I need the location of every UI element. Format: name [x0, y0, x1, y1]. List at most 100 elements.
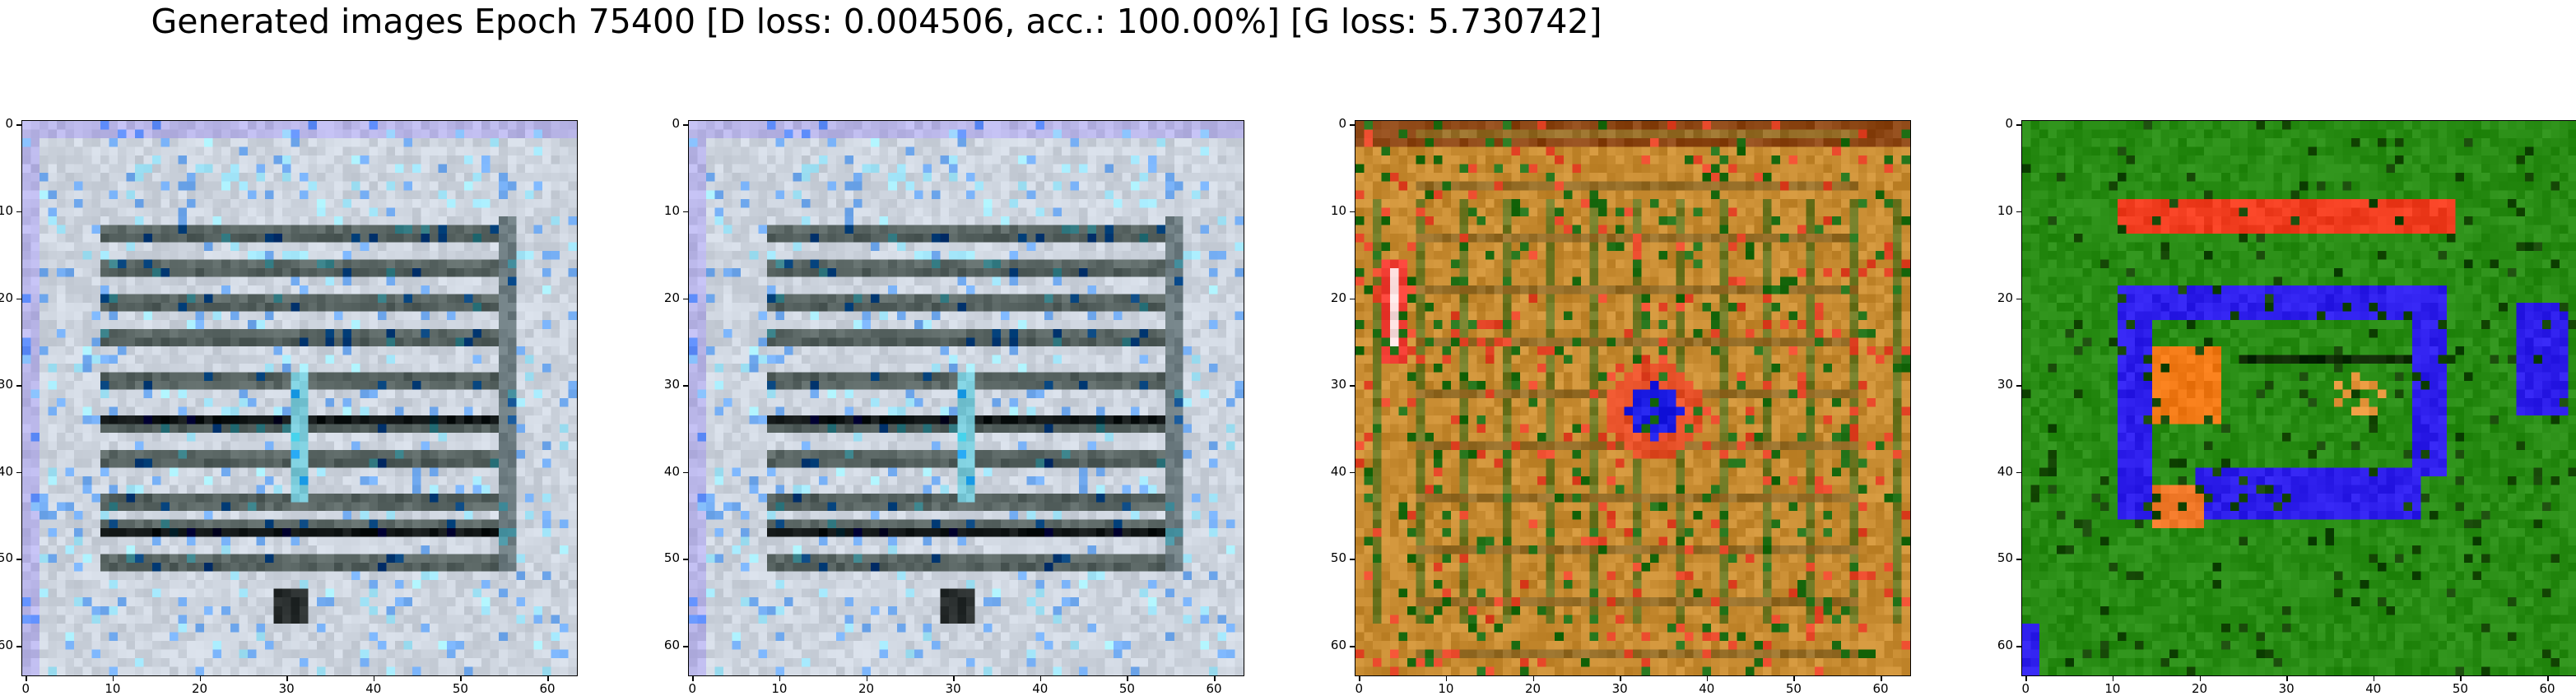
generated-image-3 [1355, 120, 1911, 676]
y-tick-mark [2016, 646, 2021, 647]
y-tick-mark [1350, 471, 1355, 474]
y-tick-mark [16, 646, 21, 647]
x-tick-mark [692, 676, 694, 681]
x-tick-mark [1706, 676, 1709, 681]
x-tick-label: 20 [2191, 681, 2208, 696]
x-tick-label: 60 [2539, 681, 2555, 696]
x-tick-mark [1793, 676, 1795, 681]
x-tick-label: 60 [1872, 681, 1889, 696]
y-tick-mark [1350, 646, 1355, 647]
y-tick-label: 60 [1330, 638, 1346, 653]
x-tick-label: 60 [539, 681, 556, 696]
y-tick-mark [683, 298, 688, 300]
x-tick-mark [112, 676, 114, 681]
y-tick-mark [683, 471, 688, 474]
y-tick-mark [2016, 211, 2021, 213]
y-tick-mark [16, 471, 21, 474]
y-tick-label: 50 [663, 550, 680, 566]
y-tick-mark [683, 124, 688, 126]
x-tick-label: 40 [1032, 681, 1049, 696]
y-tick-label: 50 [1330, 550, 1346, 566]
x-tick-label: 0 [688, 681, 697, 696]
x-tick-mark [373, 676, 375, 681]
x-tick-label: 20 [1524, 681, 1541, 696]
y-tick-mark [683, 385, 688, 387]
x-tick-label: 0 [2021, 681, 2030, 696]
x-tick-mark [26, 676, 27, 681]
x-tick-label: 50 [1785, 681, 1802, 696]
y-tick-label: 0 [1338, 116, 1346, 132]
x-tick-mark [199, 676, 202, 681]
y-tick-label: 20 [0, 290, 13, 305]
x-tick-label: 20 [858, 681, 875, 696]
y-tick-mark [2016, 298, 2021, 300]
generated-image-2 [688, 120, 1244, 676]
x-tick-label: 30 [278, 681, 295, 696]
y-tick-mark [2016, 471, 2021, 474]
x-tick-label: 10 [1438, 681, 1454, 696]
y-tick-label: 20 [1330, 290, 1346, 305]
x-tick-label: 50 [452, 681, 468, 696]
y-tick-mark [1350, 298, 1355, 300]
y-tick-mark [1350, 559, 1355, 560]
x-tick-mark [460, 676, 462, 681]
x-tick-mark [2199, 676, 2202, 681]
y-tick-mark [683, 559, 688, 560]
y-tick-label: 40 [1330, 463, 1346, 479]
x-tick-mark [2025, 676, 2027, 681]
x-tick-mark [1620, 676, 1621, 681]
figure-title: Generated images Epoch 75400 [D loss: 0.… [151, 2, 1602, 41]
y-tick-mark [16, 559, 21, 560]
y-tick-mark [1350, 385, 1355, 387]
y-tick-label: 20 [1997, 290, 2013, 305]
y-tick-mark [16, 298, 21, 300]
generated-image-4 [2021, 120, 2576, 676]
x-tick-label: 10 [2104, 681, 2121, 696]
generated-image-3-pixels [1355, 121, 1910, 675]
x-tick-mark [1532, 676, 1535, 681]
x-tick-mark [2547, 676, 2549, 681]
x-tick-label: 10 [105, 681, 121, 696]
x-tick-mark [1214, 676, 1216, 681]
x-tick-mark [2373, 676, 2375, 681]
x-tick-label: 40 [1699, 681, 1715, 696]
y-tick-mark [683, 211, 688, 213]
x-tick-label: 60 [1206, 681, 1222, 696]
x-tick-mark [1445, 676, 1448, 681]
x-tick-label: 40 [2365, 681, 2382, 696]
x-tick-label: 0 [1355, 681, 1364, 696]
y-tick-mark [2016, 559, 2021, 560]
x-tick-mark [953, 676, 955, 681]
y-tick-label: 30 [663, 377, 680, 392]
x-tick-mark [866, 676, 868, 681]
x-tick-mark [2286, 676, 2288, 681]
y-tick-mark [1350, 211, 1355, 213]
y-tick-label: 50 [1997, 550, 2013, 566]
y-tick-mark [683, 646, 688, 647]
x-tick-label: 30 [945, 681, 961, 696]
x-tick-mark [2112, 676, 2114, 681]
y-tick-mark [16, 385, 21, 387]
x-tick-label: 40 [365, 681, 382, 696]
generated-image-2-pixels [689, 121, 1244, 675]
x-tick-mark [1127, 676, 1128, 681]
x-tick-mark [2460, 676, 2462, 681]
y-tick-label: 30 [0, 377, 13, 392]
y-tick-label: 10 [1997, 202, 2013, 218]
x-tick-label: 10 [771, 681, 788, 696]
generated-image-1 [21, 120, 578, 676]
x-tick-mark [1359, 676, 1360, 681]
y-tick-label: 0 [5, 116, 13, 132]
x-tick-label: 30 [2278, 681, 2295, 696]
y-tick-label: 30 [1330, 377, 1346, 392]
y-tick-label: 40 [1997, 463, 2013, 479]
y-tick-label: 10 [0, 202, 13, 218]
x-tick-mark [1881, 676, 1882, 681]
y-tick-label: 30 [1997, 377, 2013, 392]
y-tick-label: 60 [0, 638, 13, 653]
x-tick-label: 50 [1118, 681, 1135, 696]
y-tick-mark [16, 211, 21, 213]
y-tick-label: 10 [663, 202, 680, 218]
y-tick-label: 40 [0, 463, 13, 479]
y-tick-label: 60 [1997, 638, 2013, 653]
